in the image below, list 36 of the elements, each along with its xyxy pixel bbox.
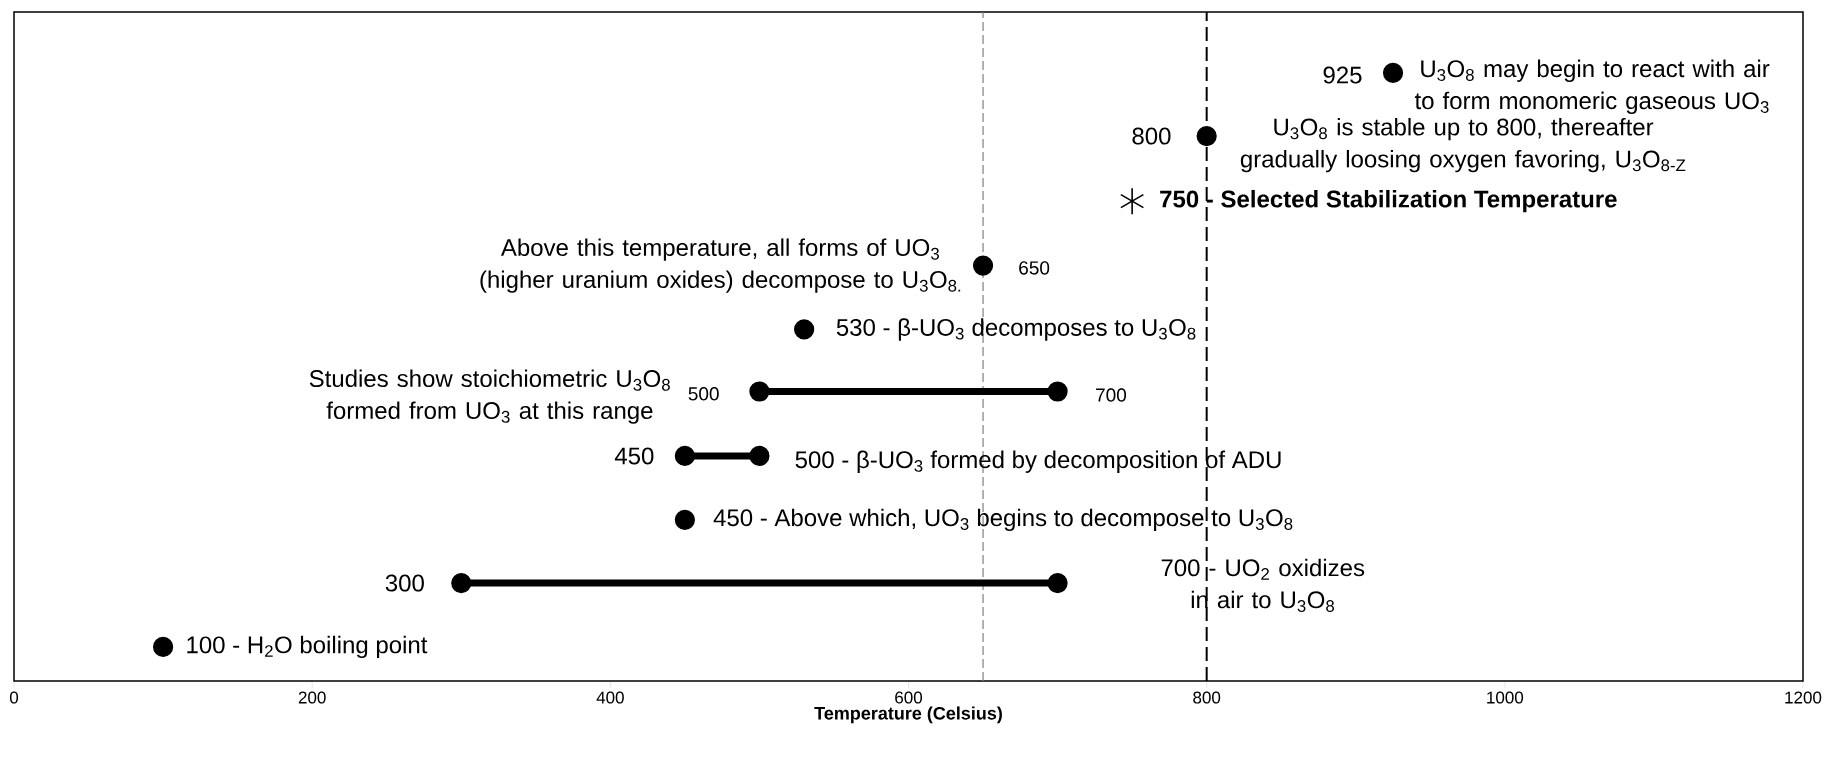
x-tick-label: 400	[596, 691, 624, 704]
point	[749, 381, 770, 402]
point	[1382, 62, 1404, 83]
point	[153, 636, 174, 658]
annotation: 300	[385, 574, 424, 592]
x-tick-label: 200	[298, 691, 326, 704]
point	[674, 509, 695, 530]
text: Studies show stoichiometric U$_{3}$O$_{8}$ formed from UO$_{3}$ at this range	[309, 369, 670, 424]
point	[1047, 572, 1068, 594]
x-tick-label: 0	[9, 691, 19, 704]
text: U$_{3}$O$_{8}$ is stable up to 800, thereafter gradually loosing oxygen favoring, U$_{3}$O$_{8-Z}$	[1240, 117, 1686, 173]
x-tick-label: 1000	[1487, 691, 1524, 704]
x-tick-label: 600	[895, 691, 923, 704]
annotation: 100 - H$_{2}$O boiling point	[187, 635, 428, 659]
x-axis-title: Temperature (Celsius)	[814, 706, 1002, 724]
point	[972, 255, 994, 276]
annotation: 800	[1132, 127, 1171, 145]
annotation: 925	[1323, 66, 1362, 84]
point	[1196, 125, 1217, 147]
point	[749, 445, 770, 467]
annotation: 450	[614, 447, 654, 465]
x-tick-label: 1200	[1785, 691, 1822, 704]
point	[794, 319, 815, 340]
annotation: Above this temperature, all forms of UO$_{3}$ (higher uranium oxides) decompose to U$_{3}$O$_{8.}$	[480, 238, 961, 293]
point	[1047, 381, 1068, 402]
annotation: 700	[1096, 388, 1127, 402]
point	[674, 445, 695, 467]
x-tick-label: 800	[1193, 691, 1221, 704]
annotation: 450 - Above which, UO$_{3}$ begins to decompose to U$_{3}$O$_{8}$	[713, 508, 1293, 532]
annotation: 530 - β-UO$_{3}$ decomposes to U$_{3}$O$_{8}$	[836, 318, 1196, 341]
annotation: 650	[1019, 261, 1050, 275]
annotation: 750 - Selected Stabilization Temperature	[1160, 189, 1617, 213]
annotation: U$_{3}$O$_{8}$ may begin to react with air to form monomeric gaseous UO$_{3}$	[1414, 59, 1770, 114]
point	[451, 572, 472, 594]
annotation: 500	[688, 387, 719, 401]
annotation: 500 - β-UO$_{3}$ formed by decomposition of ADU	[795, 450, 1281, 473]
